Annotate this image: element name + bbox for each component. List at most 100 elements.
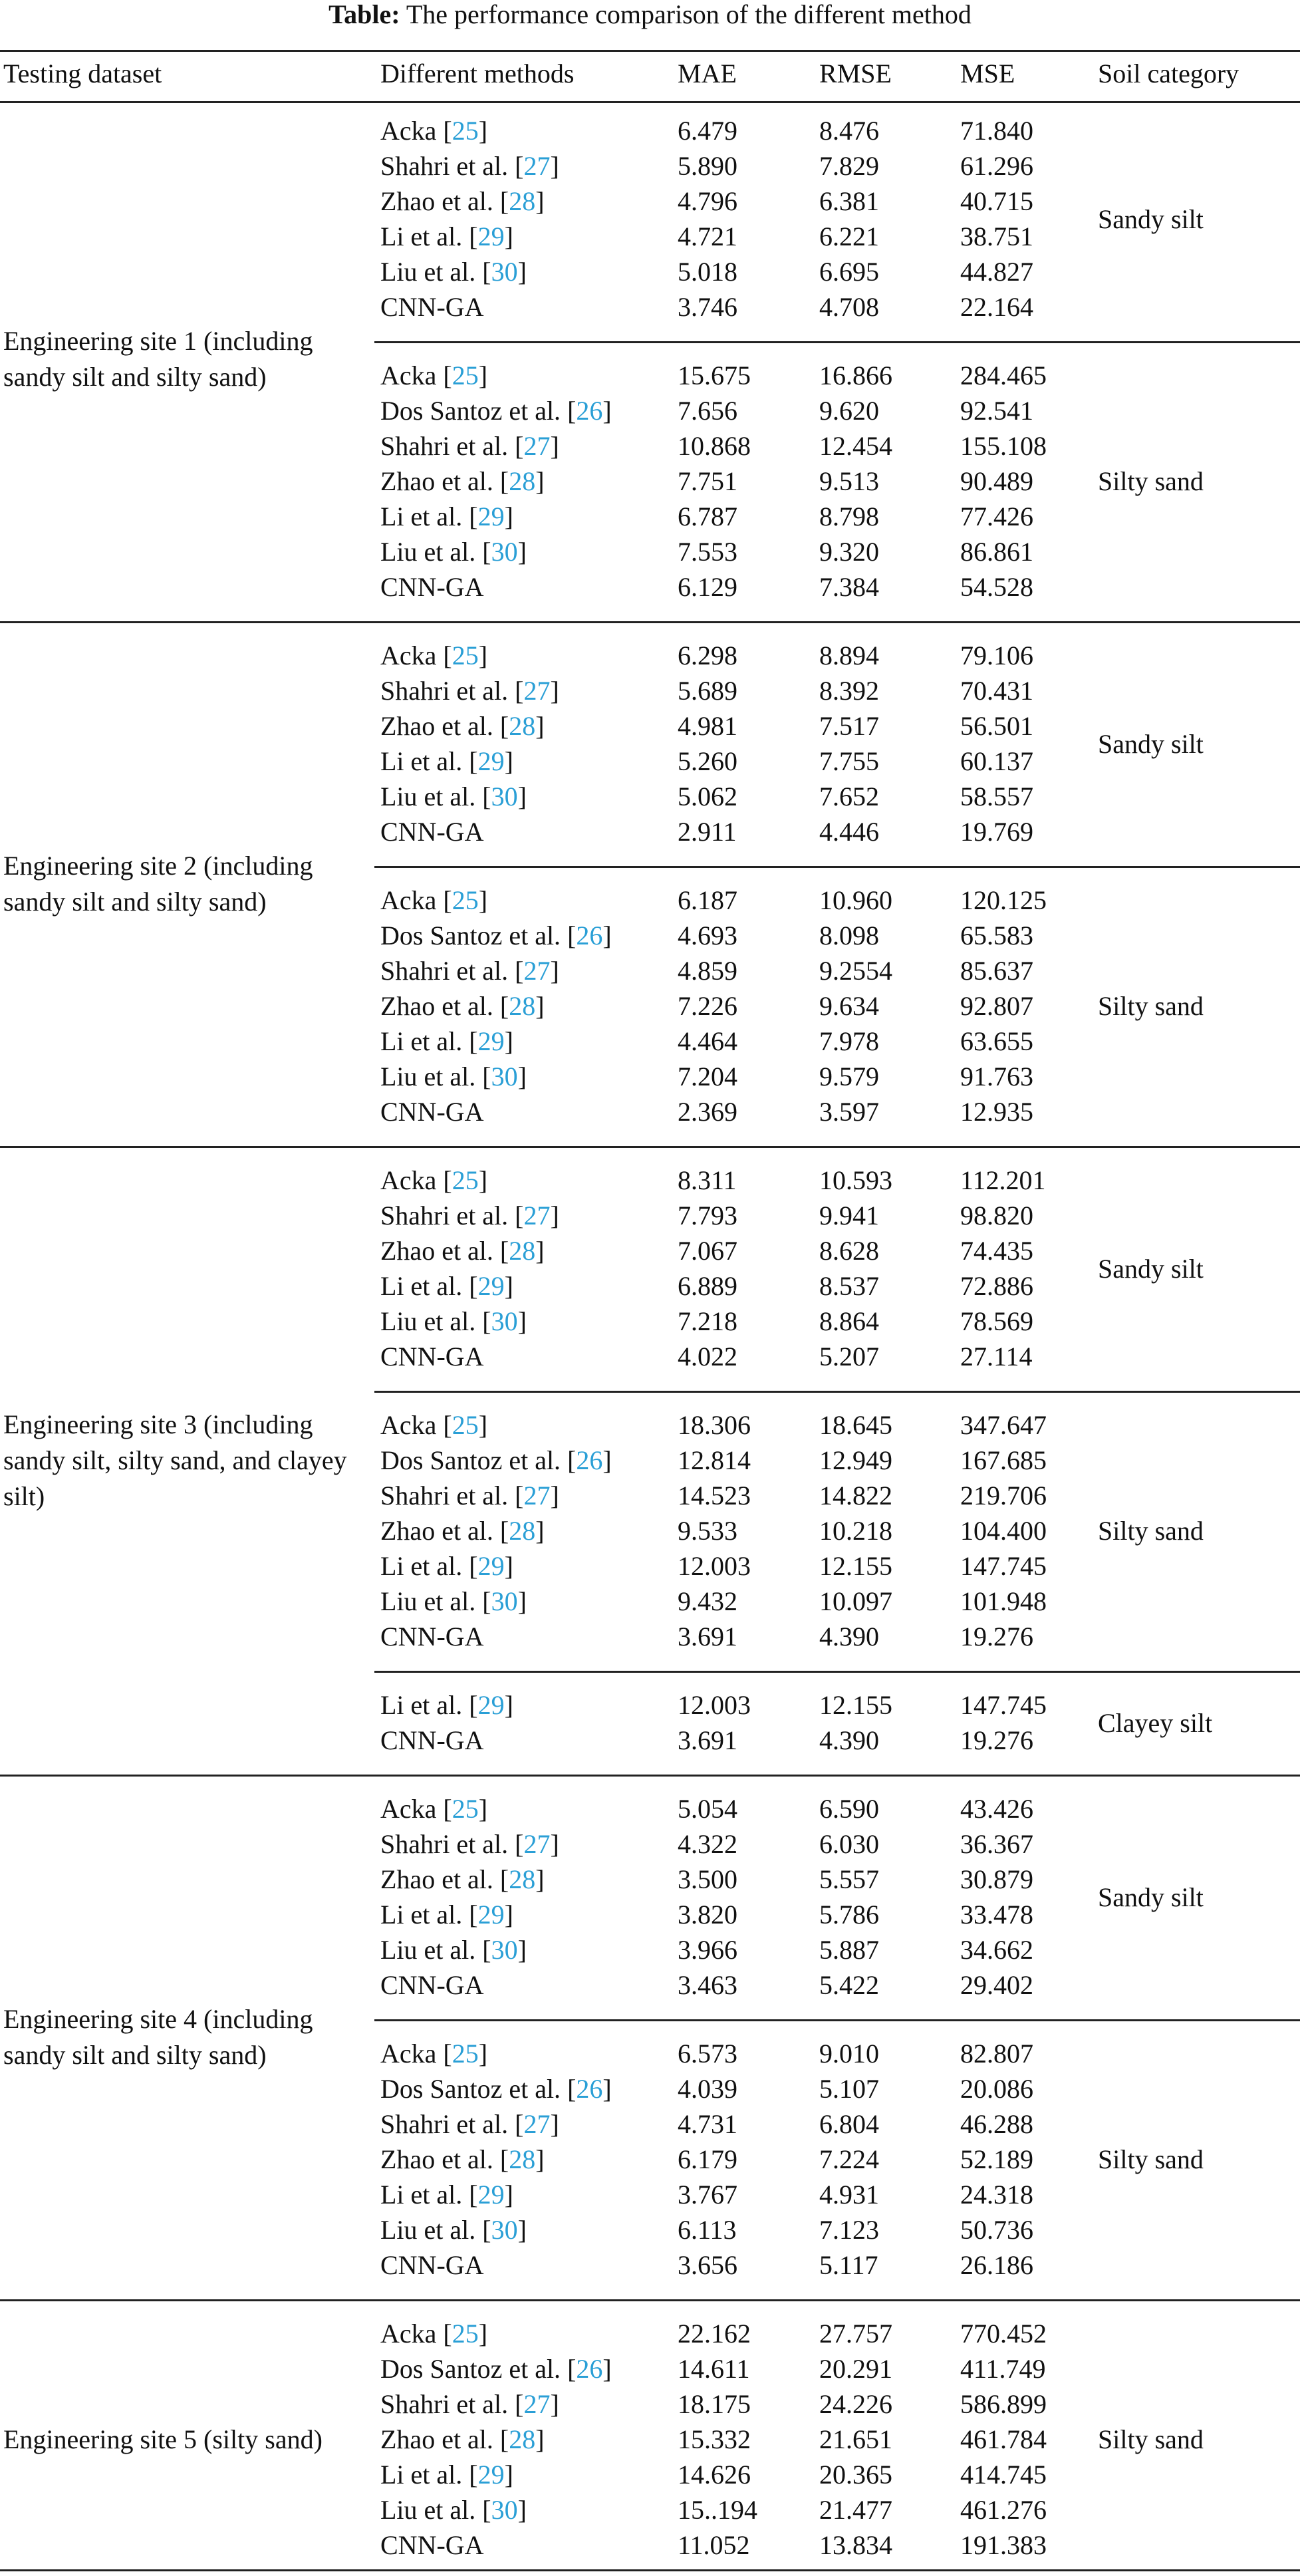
- method-name: Dos Santoz et al.: [380, 396, 561, 426]
- metric-cell: 91.763: [960, 1062, 1033, 1091]
- method-cell: CNN-GA: [380, 1967, 484, 2003]
- site-label: Engineering site 2 (including sandy silt…: [3, 851, 313, 917]
- metric-cell: 8.476: [819, 116, 879, 146]
- method-name: CNN-GA: [380, 1725, 484, 1755]
- citation: 26: [561, 2074, 612, 2104]
- soil-category: Silty sand: [1098, 466, 1204, 496]
- metric-cell: 4.859: [678, 956, 737, 986]
- column-header: RMSE: [819, 59, 892, 88]
- metric-cell: 43.426: [960, 1794, 1033, 1824]
- method-name: Zhao et al.: [380, 711, 493, 741]
- metric-cell: 12.003: [678, 1690, 751, 1720]
- metric-cell: 12.949: [819, 1445, 892, 1475]
- citation-number: 25: [452, 1165, 479, 1195]
- metric-cell: 18.175: [678, 2389, 751, 2419]
- method-cell: Shahri et al. 27: [380, 1198, 559, 1234]
- metric-cell: 14.822: [819, 1481, 892, 1510]
- method-name: Acka: [380, 2319, 437, 2349]
- metric-cell: 9.432: [678, 1586, 737, 1616]
- citation: 29: [462, 221, 513, 251]
- metric-cell: 54.528: [960, 572, 1033, 602]
- metric-cell: 27.114: [960, 1342, 1033, 1371]
- metric-cell: 4.322: [678, 1829, 737, 1859]
- metric-cell: 13.834: [819, 2530, 892, 2560]
- method-cell: Acka 25: [380, 1407, 487, 1443]
- method-cell: Liu et al. 30: [380, 1932, 527, 1968]
- metric-cell: 4.931: [819, 2180, 879, 2210]
- citation-number: 29: [477, 1026, 505, 1056]
- citation: 25: [436, 1165, 487, 1195]
- method-name: Liu et al.: [380, 1935, 476, 1965]
- citation: 27: [508, 1481, 559, 1510]
- citation-number: 28: [509, 711, 536, 741]
- citation: 27: [508, 431, 559, 461]
- method-name: Dos Santoz et al.: [380, 921, 561, 950]
- metric-cell: 15.675: [678, 360, 751, 390]
- rule-line: [0, 2299, 1300, 2301]
- caption-text: The performance comparison of the differ…: [406, 0, 972, 29]
- method-cell: CNN-GA: [380, 1723, 484, 1759]
- method-name: Liu et al.: [380, 782, 476, 811]
- method-name: Zhao et al.: [380, 1516, 493, 1546]
- citation-number: 30: [491, 1306, 518, 1336]
- method-name: Shahri et al.: [380, 2389, 509, 2419]
- method-cell: Acka 25: [380, 1163, 487, 1199]
- method-name: CNN-GA: [380, 292, 484, 322]
- method-name: Acka: [380, 641, 437, 670]
- metric-cell: 8.864: [819, 1306, 879, 1336]
- method-name: Acka: [380, 885, 437, 915]
- method-cell: Shahri et al. 27: [380, 428, 559, 464]
- citation: 26: [561, 1445, 612, 1475]
- metric-cell: 5.887: [819, 1935, 879, 1965]
- metric-cell: 6.179: [678, 2144, 737, 2174]
- method-cell: Shahri et al. 27: [380, 953, 559, 989]
- method-cell: Li et al. 29: [380, 219, 513, 255]
- soil-category: Silty sand: [1098, 2144, 1204, 2174]
- citation: 30: [475, 257, 527, 287]
- rule-line: [0, 1774, 1300, 1777]
- method-cell: Liu et al. 30: [380, 2212, 527, 2248]
- citation: 25: [436, 360, 487, 390]
- metric-cell: 12.155: [819, 1551, 892, 1581]
- metric-cell: 3.767: [678, 2180, 737, 2210]
- metric-cell: 5.557: [819, 1864, 879, 1894]
- metric-cell: 52.189: [960, 2144, 1033, 2174]
- metric-cell: 6.221: [819, 221, 879, 251]
- citation-number: 27: [523, 151, 551, 181]
- metric-cell: 12.935: [960, 1097, 1033, 1127]
- citation: 25: [436, 1794, 487, 1824]
- metric-cell: 4.446: [819, 817, 879, 847]
- metric-cell: 9.533: [678, 1516, 737, 1546]
- metric-cell: 9.320: [819, 537, 879, 567]
- metric-cell: 74.435: [960, 1236, 1033, 1266]
- citation-number: 30: [491, 782, 518, 811]
- method-cell: Shahri et al. 27: [380, 2106, 559, 2142]
- method-name: Acka: [380, 360, 437, 390]
- method-cell: Liu et al. 30: [380, 1584, 527, 1620]
- metric-cell: 3.597: [819, 1097, 879, 1127]
- method-cell: Zhao et al. 28: [380, 988, 545, 1024]
- citation: 27: [508, 2389, 559, 2419]
- method-cell: Li et al. 29: [380, 1268, 513, 1304]
- metric-cell: 6.113: [678, 2215, 737, 2245]
- metric-cell: 10.960: [819, 885, 892, 915]
- method-name: Acka: [380, 1165, 437, 1195]
- method-cell: Li et al. 29: [380, 2177, 513, 2213]
- citation-number: 28: [509, 1236, 536, 1266]
- metric-cell: 22.164: [960, 292, 1033, 322]
- citation: 28: [493, 186, 545, 216]
- method-cell: Liu et al. 30: [380, 1059, 527, 1095]
- citation-number: 29: [477, 1690, 505, 1720]
- rule-line: [0, 101, 1300, 103]
- citation: 29: [462, 2460, 513, 2490]
- metric-cell: 6.590: [819, 1794, 879, 1824]
- citation-number: 26: [576, 921, 603, 950]
- citation-number: 27: [523, 1201, 551, 1230]
- citation-number: 30: [491, 2495, 518, 2525]
- metric-cell: 6.381: [819, 186, 879, 216]
- method-cell: Zhao et al. 28: [380, 708, 545, 744]
- metric-cell: 82.807: [960, 2039, 1033, 2069]
- metric-cell: 7.656: [678, 396, 737, 426]
- citation-number: 26: [576, 1445, 603, 1475]
